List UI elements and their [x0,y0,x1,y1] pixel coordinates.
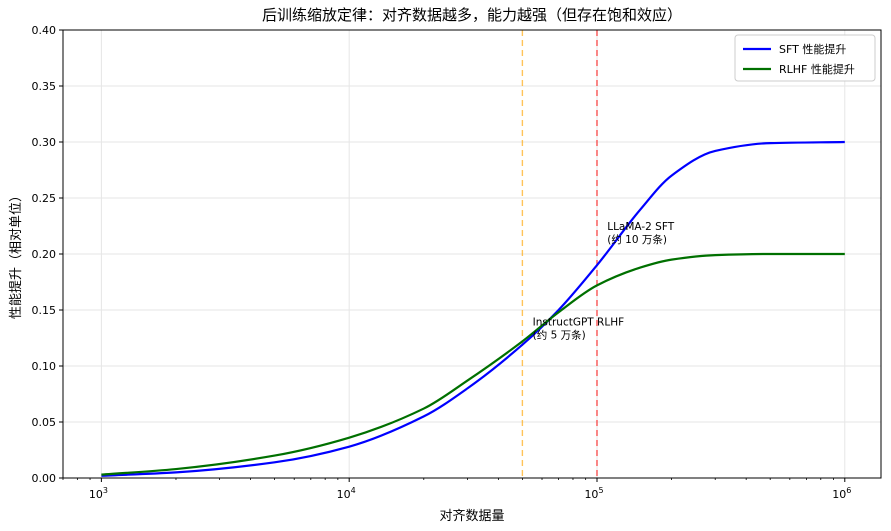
y-tick-label: 0.05 [32,416,57,429]
series-line-rlhf [101,252,845,476]
x-axis-ticks: 103 104 105 106 [62,478,851,501]
y-tick-label: 0.20 [32,248,57,261]
y-tick-label: 0.00 [32,472,57,485]
y-tick-label: 0.25 [32,192,57,205]
x-tick-label: 105 [584,486,603,501]
y-axis-title: 性能提升（相对单位） [8,189,24,319]
x-tick-label: 106 [832,486,851,501]
legend-label-sft: SFT 性能提升 [779,42,846,56]
series-lines [101,140,845,477]
y-tick-label: 0.35 [32,80,57,93]
x-tick-label: 104 [337,486,356,501]
x-tick-label: 103 [89,486,108,501]
legend: SFT 性能提升 RLHF 性能提升 [734,34,876,82]
chart-title: 后训练缩放定律：对齐数据越多，能力越强（但存在饱和效应） [262,6,682,24]
annotations: InstructGPT RLHF (约 5 万条) LLaMA-2 SFT (约 10… [533,221,675,341]
x-axis-title: 对齐数据量 [439,508,504,524]
legend-label-rlhf: RLHF 性能提升 [779,62,855,76]
annotation-label: InstructGPT RLHF (约 5 万条) [533,316,625,341]
annotation-label: LLaMA-2 SFT (约 10 万条) [607,221,674,246]
y-axis-ticks: 0.00 0.05 0.10 0.15 0.20 0.25 0.30 0.35 0.40 [32,24,63,485]
y-tick-label: 0.10 [32,360,57,373]
y-tick-label: 0.30 [32,136,57,149]
series-line-sft [101,140,845,477]
y-tick-label: 0.40 [32,24,57,37]
reference-lines [521,30,598,478]
y-tick-label: 0.15 [32,304,57,317]
